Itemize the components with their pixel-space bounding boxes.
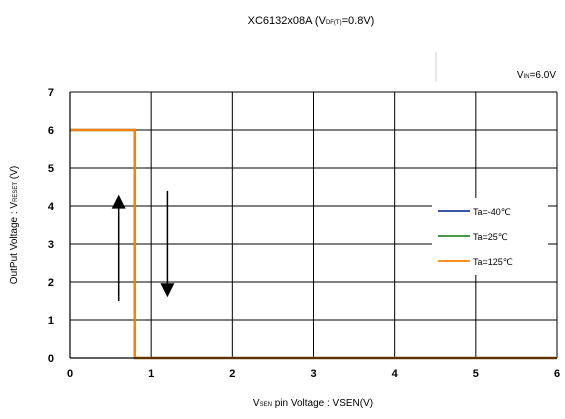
axes: 0 1 2 3 4 5 6 0 1 2 3 4 5 6 7: [48, 87, 560, 380]
y-tick-label: 7: [48, 87, 54, 99]
chart-title: XC6132x08A (VDF(T)=0.8V): [248, 15, 375, 27]
x-tick-label: 4: [392, 368, 399, 380]
x-tick-label: 2: [229, 368, 235, 380]
y-tick-label: 5: [48, 163, 54, 175]
x-tick-label: 6: [554, 368, 560, 380]
y-tick-label: 3: [48, 239, 54, 251]
x-tick-label: 5: [473, 368, 479, 380]
x-axis-label: VSEN pin Voltage : VSEN(V): [253, 398, 373, 409]
arrow-up-icon: [111, 194, 126, 209]
y-tick-label: 0: [48, 353, 54, 365]
chart-condition: VIN=6.0V: [517, 70, 556, 81]
arrow-down-icon: [160, 283, 175, 298]
legend-label: Ta=-40℃: [473, 207, 511, 217]
x-tick-label: 1: [148, 368, 154, 380]
y-tick-label: 4: [48, 201, 55, 213]
y-tick-label: 6: [48, 125, 54, 137]
y-axis-label: OutPut Voltage : VRESET (V): [9, 166, 20, 284]
legend: Ta=-40℃ Ta=25℃ Ta=125℃: [432, 198, 548, 275]
y-tick-label: 2: [48, 277, 54, 289]
legend-label: Ta=125℃: [473, 257, 513, 267]
legend-label: Ta=25℃: [473, 232, 508, 242]
y-tick-label: 1: [48, 315, 54, 327]
x-tick-label: 0: [67, 368, 73, 380]
annotations: [111, 190, 175, 301]
x-tick-label: 3: [310, 368, 316, 380]
